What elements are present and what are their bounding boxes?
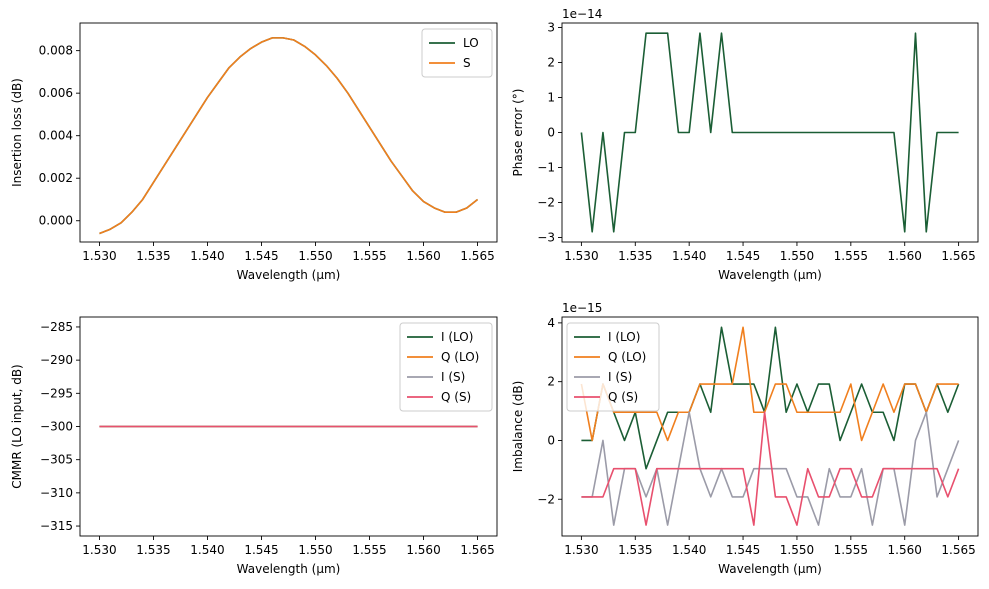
- y-tick-label: −3: [537, 230, 555, 244]
- axes-frame: [79, 22, 498, 243]
- series-line-lo: [99, 37, 479, 235]
- y-tick-label: −290: [40, 353, 73, 367]
- y-tick-label: 2: [547, 56, 555, 70]
- y-tick-label: −315: [40, 519, 73, 533]
- legend: I (LO) Q (LO) I (S) Q (S): [566, 322, 660, 412]
- y-axis-label: Phase error (°): [511, 89, 525, 177]
- legend-entry: LO: [463, 36, 479, 50]
- y-tick-label: −300: [40, 420, 73, 434]
- legend-entry: Q (LO): [608, 350, 646, 364]
- x-tick-label: 1.530: [82, 543, 116, 557]
- y-tick-label: 0.004: [39, 129, 73, 143]
- x-tick-label: 1.545: [244, 249, 278, 263]
- legend: LO S: [421, 28, 493, 78]
- x-tick-label: 1.560: [406, 543, 440, 557]
- axes-frame: [561, 316, 979, 537]
- x-tick-label: 1.545: [726, 249, 760, 263]
- x-tick-label: 1.540: [672, 543, 706, 557]
- series-line-q-s: [581, 411, 960, 526]
- x-tick-label: 1.565: [460, 249, 494, 263]
- legend: I (LO) Q (LO) I (S) Q (S): [399, 322, 493, 412]
- y-tick-label: −285: [40, 320, 73, 334]
- x-tick-label: 1.555: [352, 543, 386, 557]
- legend-entry: Q (S): [441, 390, 471, 404]
- x-tick-label: 1.565: [941, 249, 975, 263]
- x-tick-label: 1.530: [564, 543, 598, 557]
- axis-offset-label: 1e−14: [562, 7, 602, 21]
- x-tick-label: 1.530: [82, 249, 116, 263]
- legend-entry: I (LO): [441, 330, 473, 344]
- y-tick-label: 0.006: [39, 86, 73, 100]
- x-tick-label: 1.550: [298, 249, 332, 263]
- x-tick-label: 1.540: [672, 249, 706, 263]
- x-tick-label: 1.555: [834, 249, 868, 263]
- y-tick-label: −310: [40, 486, 73, 500]
- legend-entry: I (S): [441, 370, 465, 384]
- legend-entry: I (S): [608, 370, 632, 384]
- x-tick-label: 1.550: [780, 543, 814, 557]
- legend-frame: [421, 28, 493, 78]
- legend-entry: Q (LO): [441, 350, 479, 364]
- y-tick-label: 0.000: [39, 214, 73, 228]
- series-line-i-s: [581, 411, 960, 526]
- subplot-1: 1.530 1.535 1.540 1.545 1.550 1.555 1.560 1.565…: [10, 22, 498, 282]
- x-tick-label: 1.535: [136, 249, 170, 263]
- axis-offset-label: 1e−15: [562, 301, 602, 315]
- x-axis-label: Wavelength (µm): [237, 562, 341, 576]
- x-tick-label: 1.530: [564, 249, 598, 263]
- y-tick-label: 2: [547, 375, 555, 389]
- series-line-1: [580, 32, 959, 233]
- x-axis-label: Wavelength (µm): [237, 268, 341, 282]
- series-line-s: [99, 37, 479, 235]
- y-tick-label: −2: [537, 195, 555, 209]
- x-tick-label: 1.560: [888, 543, 922, 557]
- y-tick-label: 4: [547, 316, 555, 330]
- y-tick-label: 0: [547, 433, 555, 447]
- legend-frame: [566, 322, 660, 412]
- subplot-3: 1.530 1.535 1.540 1.545 1.550 1.555 1.560 1.565…: [10, 316, 498, 576]
- legend-entry: Q (S): [608, 390, 638, 404]
- y-axis-label: Imbalance (dB): [511, 381, 525, 473]
- legend-entry: I (LO): [608, 330, 640, 344]
- y-tick-label: 1: [547, 91, 555, 105]
- x-tick-label: 1.560: [888, 249, 922, 263]
- x-tick-label: 1.540: [190, 249, 224, 263]
- x-tick-label: 1.545: [726, 543, 760, 557]
- y-tick-label: −1: [537, 160, 555, 174]
- y-tick-label: 0.008: [39, 44, 73, 58]
- legend-entry: S: [463, 56, 471, 70]
- y-tick-label: 0.002: [39, 171, 73, 185]
- y-tick-label: −305: [40, 453, 73, 467]
- y-axis-label: Insertion loss (dB): [10, 78, 24, 187]
- y-tick-label: 3: [547, 21, 555, 35]
- x-tick-label: 1.535: [136, 543, 170, 557]
- x-tick-label: 1.565: [460, 543, 494, 557]
- y-tick-label: −295: [40, 386, 73, 400]
- x-tick-label: 1.555: [352, 249, 386, 263]
- x-axis-label: Wavelength (µm): [718, 562, 822, 576]
- legend-frame: [399, 322, 493, 412]
- x-axis-label: Wavelength (µm): [718, 268, 822, 282]
- x-tick-label: 1.550: [298, 543, 332, 557]
- x-tick-label: 1.540: [190, 543, 224, 557]
- series-line-i-lo: [581, 326, 960, 470]
- x-tick-label: 1.565: [941, 543, 975, 557]
- y-axis-label: CMMR (LO input, dB): [10, 364, 24, 488]
- x-tick-label: 1.560: [406, 249, 440, 263]
- series-line-q-lo: [580, 326, 959, 442]
- x-tick-label: 1.550: [780, 249, 814, 263]
- subplot-4: 1.530 1.535 1.540 1.545 1.550 1.555 1.560 1.565…: [511, 301, 979, 576]
- x-tick-label: 1.555: [834, 543, 868, 557]
- x-tick-label: 1.535: [618, 249, 652, 263]
- subplot-2: 1.530 1.535 1.540 1.545 1.550 1.555 1.560 1.565…: [511, 7, 979, 282]
- x-tick-label: 1.545: [244, 543, 278, 557]
- y-tick-label: 0: [547, 126, 555, 140]
- y-tick-label: −2: [537, 492, 555, 506]
- x-tick-label: 1.535: [618, 543, 652, 557]
